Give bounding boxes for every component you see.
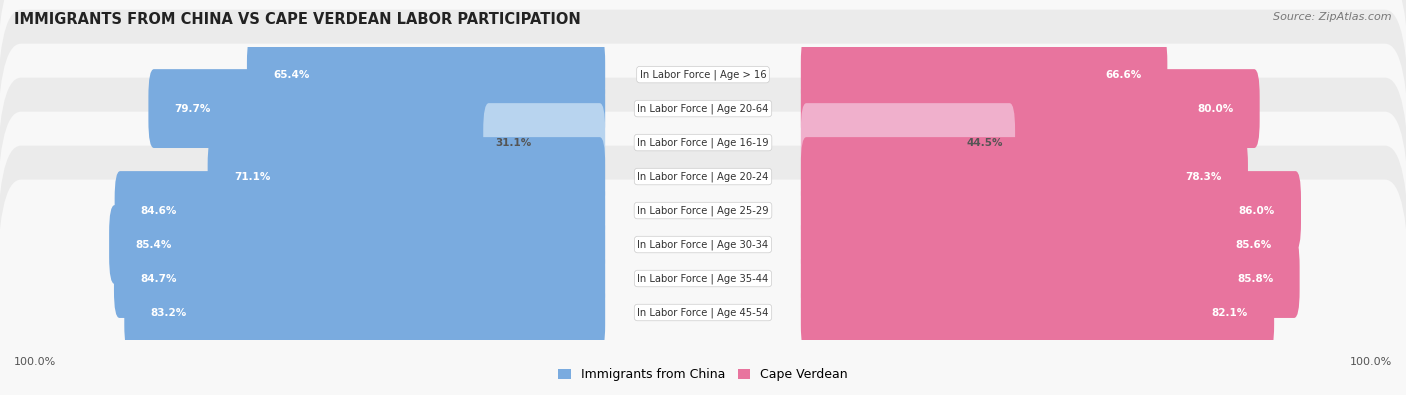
Text: In Labor Force | Age > 16: In Labor Force | Age > 16 xyxy=(640,70,766,80)
Text: In Labor Force | Age 20-24: In Labor Force | Age 20-24 xyxy=(637,171,769,182)
Text: 82.1%: 82.1% xyxy=(1212,308,1249,318)
Text: 66.6%: 66.6% xyxy=(1105,70,1142,79)
Text: 84.7%: 84.7% xyxy=(141,273,177,284)
FancyBboxPatch shape xyxy=(115,171,605,250)
Text: Source: ZipAtlas.com: Source: ZipAtlas.com xyxy=(1274,12,1392,22)
Text: 83.2%: 83.2% xyxy=(150,308,187,318)
Text: 84.6%: 84.6% xyxy=(141,205,177,216)
FancyBboxPatch shape xyxy=(110,205,605,284)
FancyBboxPatch shape xyxy=(208,137,605,216)
FancyBboxPatch shape xyxy=(801,69,1260,148)
Text: 65.4%: 65.4% xyxy=(273,70,309,79)
FancyBboxPatch shape xyxy=(0,0,1406,207)
FancyBboxPatch shape xyxy=(149,69,605,148)
FancyBboxPatch shape xyxy=(247,35,605,114)
Text: In Labor Force | Age 20-64: In Labor Force | Age 20-64 xyxy=(637,103,769,114)
Text: In Labor Force | Age 35-44: In Labor Force | Age 35-44 xyxy=(637,273,769,284)
FancyBboxPatch shape xyxy=(0,146,1406,395)
Text: IMMIGRANTS FROM CHINA VS CAPE VERDEAN LABOR PARTICIPATION: IMMIGRANTS FROM CHINA VS CAPE VERDEAN LA… xyxy=(14,12,581,27)
Text: 31.1%: 31.1% xyxy=(496,137,531,148)
FancyBboxPatch shape xyxy=(0,78,1406,343)
FancyBboxPatch shape xyxy=(801,205,1298,284)
Text: 100.0%: 100.0% xyxy=(1350,357,1392,367)
FancyBboxPatch shape xyxy=(114,239,605,318)
FancyBboxPatch shape xyxy=(801,239,1299,318)
Text: In Labor Force | Age 16-19: In Labor Force | Age 16-19 xyxy=(637,137,769,148)
FancyBboxPatch shape xyxy=(0,0,1406,241)
FancyBboxPatch shape xyxy=(801,35,1167,114)
Text: 85.8%: 85.8% xyxy=(1237,273,1274,284)
FancyBboxPatch shape xyxy=(0,9,1406,275)
Text: 80.0%: 80.0% xyxy=(1198,103,1233,114)
FancyBboxPatch shape xyxy=(124,273,605,352)
FancyBboxPatch shape xyxy=(801,137,1249,216)
Text: In Labor Force | Age 45-54: In Labor Force | Age 45-54 xyxy=(637,307,769,318)
Text: 71.1%: 71.1% xyxy=(233,171,270,182)
FancyBboxPatch shape xyxy=(801,103,1015,182)
Text: 85.6%: 85.6% xyxy=(1236,239,1272,250)
FancyBboxPatch shape xyxy=(0,180,1406,395)
FancyBboxPatch shape xyxy=(0,112,1406,378)
FancyBboxPatch shape xyxy=(801,273,1274,352)
Text: 44.5%: 44.5% xyxy=(966,137,1002,148)
FancyBboxPatch shape xyxy=(0,44,1406,309)
FancyBboxPatch shape xyxy=(801,171,1301,250)
Text: 79.7%: 79.7% xyxy=(174,103,211,114)
FancyBboxPatch shape xyxy=(484,103,605,182)
Text: 85.4%: 85.4% xyxy=(135,239,172,250)
Text: 86.0%: 86.0% xyxy=(1239,205,1275,216)
Text: 100.0%: 100.0% xyxy=(14,357,56,367)
Text: In Labor Force | Age 25-29: In Labor Force | Age 25-29 xyxy=(637,205,769,216)
Legend: Immigrants from China, Cape Verdean: Immigrants from China, Cape Verdean xyxy=(553,363,853,386)
Text: 78.3%: 78.3% xyxy=(1185,171,1222,182)
Text: In Labor Force | Age 30-34: In Labor Force | Age 30-34 xyxy=(637,239,769,250)
